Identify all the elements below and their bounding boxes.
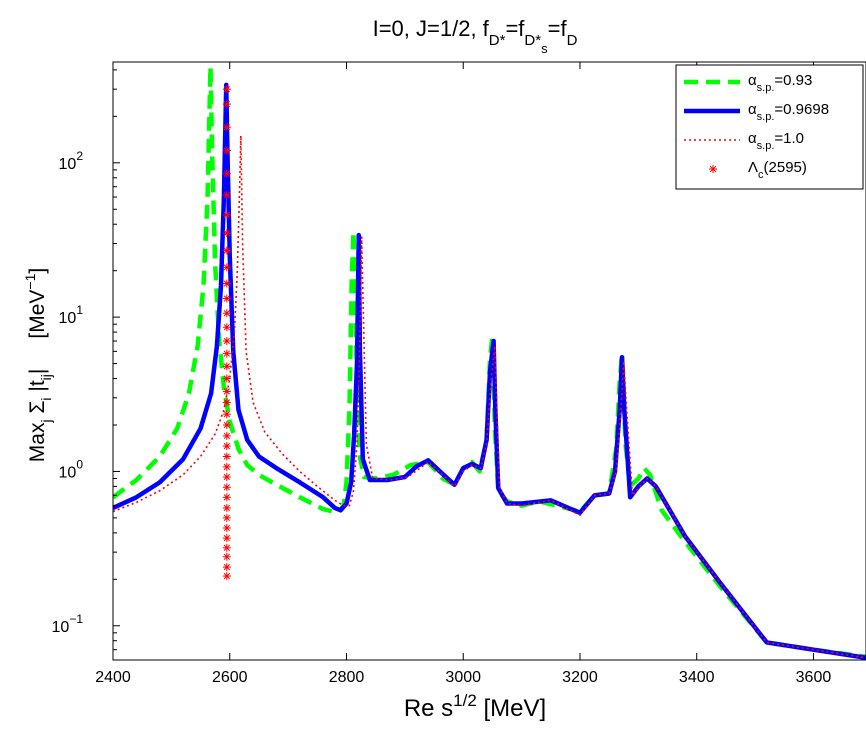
chart-title: I=0, J=1/2, fD*=fD*s=fD (373, 16, 578, 56)
marker-point (222, 503, 231, 512)
legend-label: αs.p.=0.9698 (748, 101, 829, 123)
marker-point (222, 229, 231, 238)
x-tick-label: 3000 (445, 669, 481, 686)
plot-area (112, 61, 866, 661)
marker-point (222, 572, 231, 581)
marker-point (222, 513, 231, 522)
legend-label: αs.p.=0.93 (748, 72, 812, 94)
marker-point (222, 552, 231, 561)
marker-point (222, 442, 231, 451)
y-tick-label: 100 (59, 457, 84, 481)
marker-point (222, 534, 231, 543)
legend-entry: Λc(2595) (709, 159, 807, 181)
legend-entry: αs.p.=1.0 (684, 130, 804, 152)
x-axis-title: Re s1/2 [MeV] (404, 691, 546, 722)
legend-marker (709, 165, 717, 173)
marker-point (222, 462, 231, 471)
marker-point (222, 387, 231, 396)
legend-label: αs.p.=1.0 (748, 130, 804, 152)
y-axis-title: Maxj Σi |tij|[MeV−1] (22, 268, 54, 462)
marker-point (222, 349, 231, 358)
x-tick-label: 3400 (679, 669, 715, 686)
y-tick-label: 102 (59, 149, 84, 173)
y-tick-label: 10−1 (52, 612, 84, 636)
legend-entry: αs.p.=0.93 (684, 72, 812, 94)
marker-point (222, 100, 231, 109)
marker-point (222, 524, 231, 533)
marker-point (222, 323, 231, 332)
marker-point (222, 169, 231, 178)
marker-point (222, 452, 231, 461)
marker-point (222, 309, 231, 318)
marker-point (222, 374, 231, 383)
x-tick-label: 2600 (212, 669, 248, 686)
marker-point (222, 543, 231, 552)
marker-point (222, 473, 231, 482)
x-tick-label: 3600 (796, 669, 832, 686)
marker-point (222, 483, 231, 492)
marker-point (222, 123, 231, 132)
data-markers (222, 85, 231, 581)
marker-point (222, 337, 231, 346)
y-tick-labels: 102 101 100 10−1 (52, 149, 84, 636)
legend-box (675, 64, 864, 190)
marker-point (222, 362, 231, 371)
series-line-0-9698 (113, 82, 866, 660)
series-line-1-0 (113, 134, 866, 659)
marker-point (222, 210, 231, 219)
legend: αs.p.=0.93 αs.p.=0.9698 αs.p.=1.0 Λc(2595) (675, 64, 864, 190)
marker-point (222, 190, 231, 199)
legend-entry: αs.p.=0.9698 (684, 101, 829, 123)
plot-frame (112, 61, 866, 661)
x-tick-label: 3200 (562, 669, 598, 686)
marker-point (222, 431, 231, 440)
marker-point (222, 563, 231, 572)
legend-label: Λc(2595) (748, 159, 807, 181)
marker-point (222, 246, 231, 255)
marker-point (222, 420, 231, 429)
x-tick-labels: 2400 2600 2800 3000 3200 3400 3600 (95, 669, 831, 686)
marker-point (222, 146, 231, 155)
marker-point (222, 398, 231, 407)
marker-point (222, 493, 231, 502)
marker-point (222, 410, 231, 419)
marker-point (222, 279, 231, 288)
data-curves (113, 64, 866, 660)
marker-point (222, 263, 231, 272)
marker-point (222, 294, 231, 303)
x-tick-label: 2400 (95, 669, 131, 686)
marker-point (222, 85, 231, 94)
x-tick-label: 2800 (329, 669, 365, 686)
y-tick-label: 101 (59, 303, 84, 327)
